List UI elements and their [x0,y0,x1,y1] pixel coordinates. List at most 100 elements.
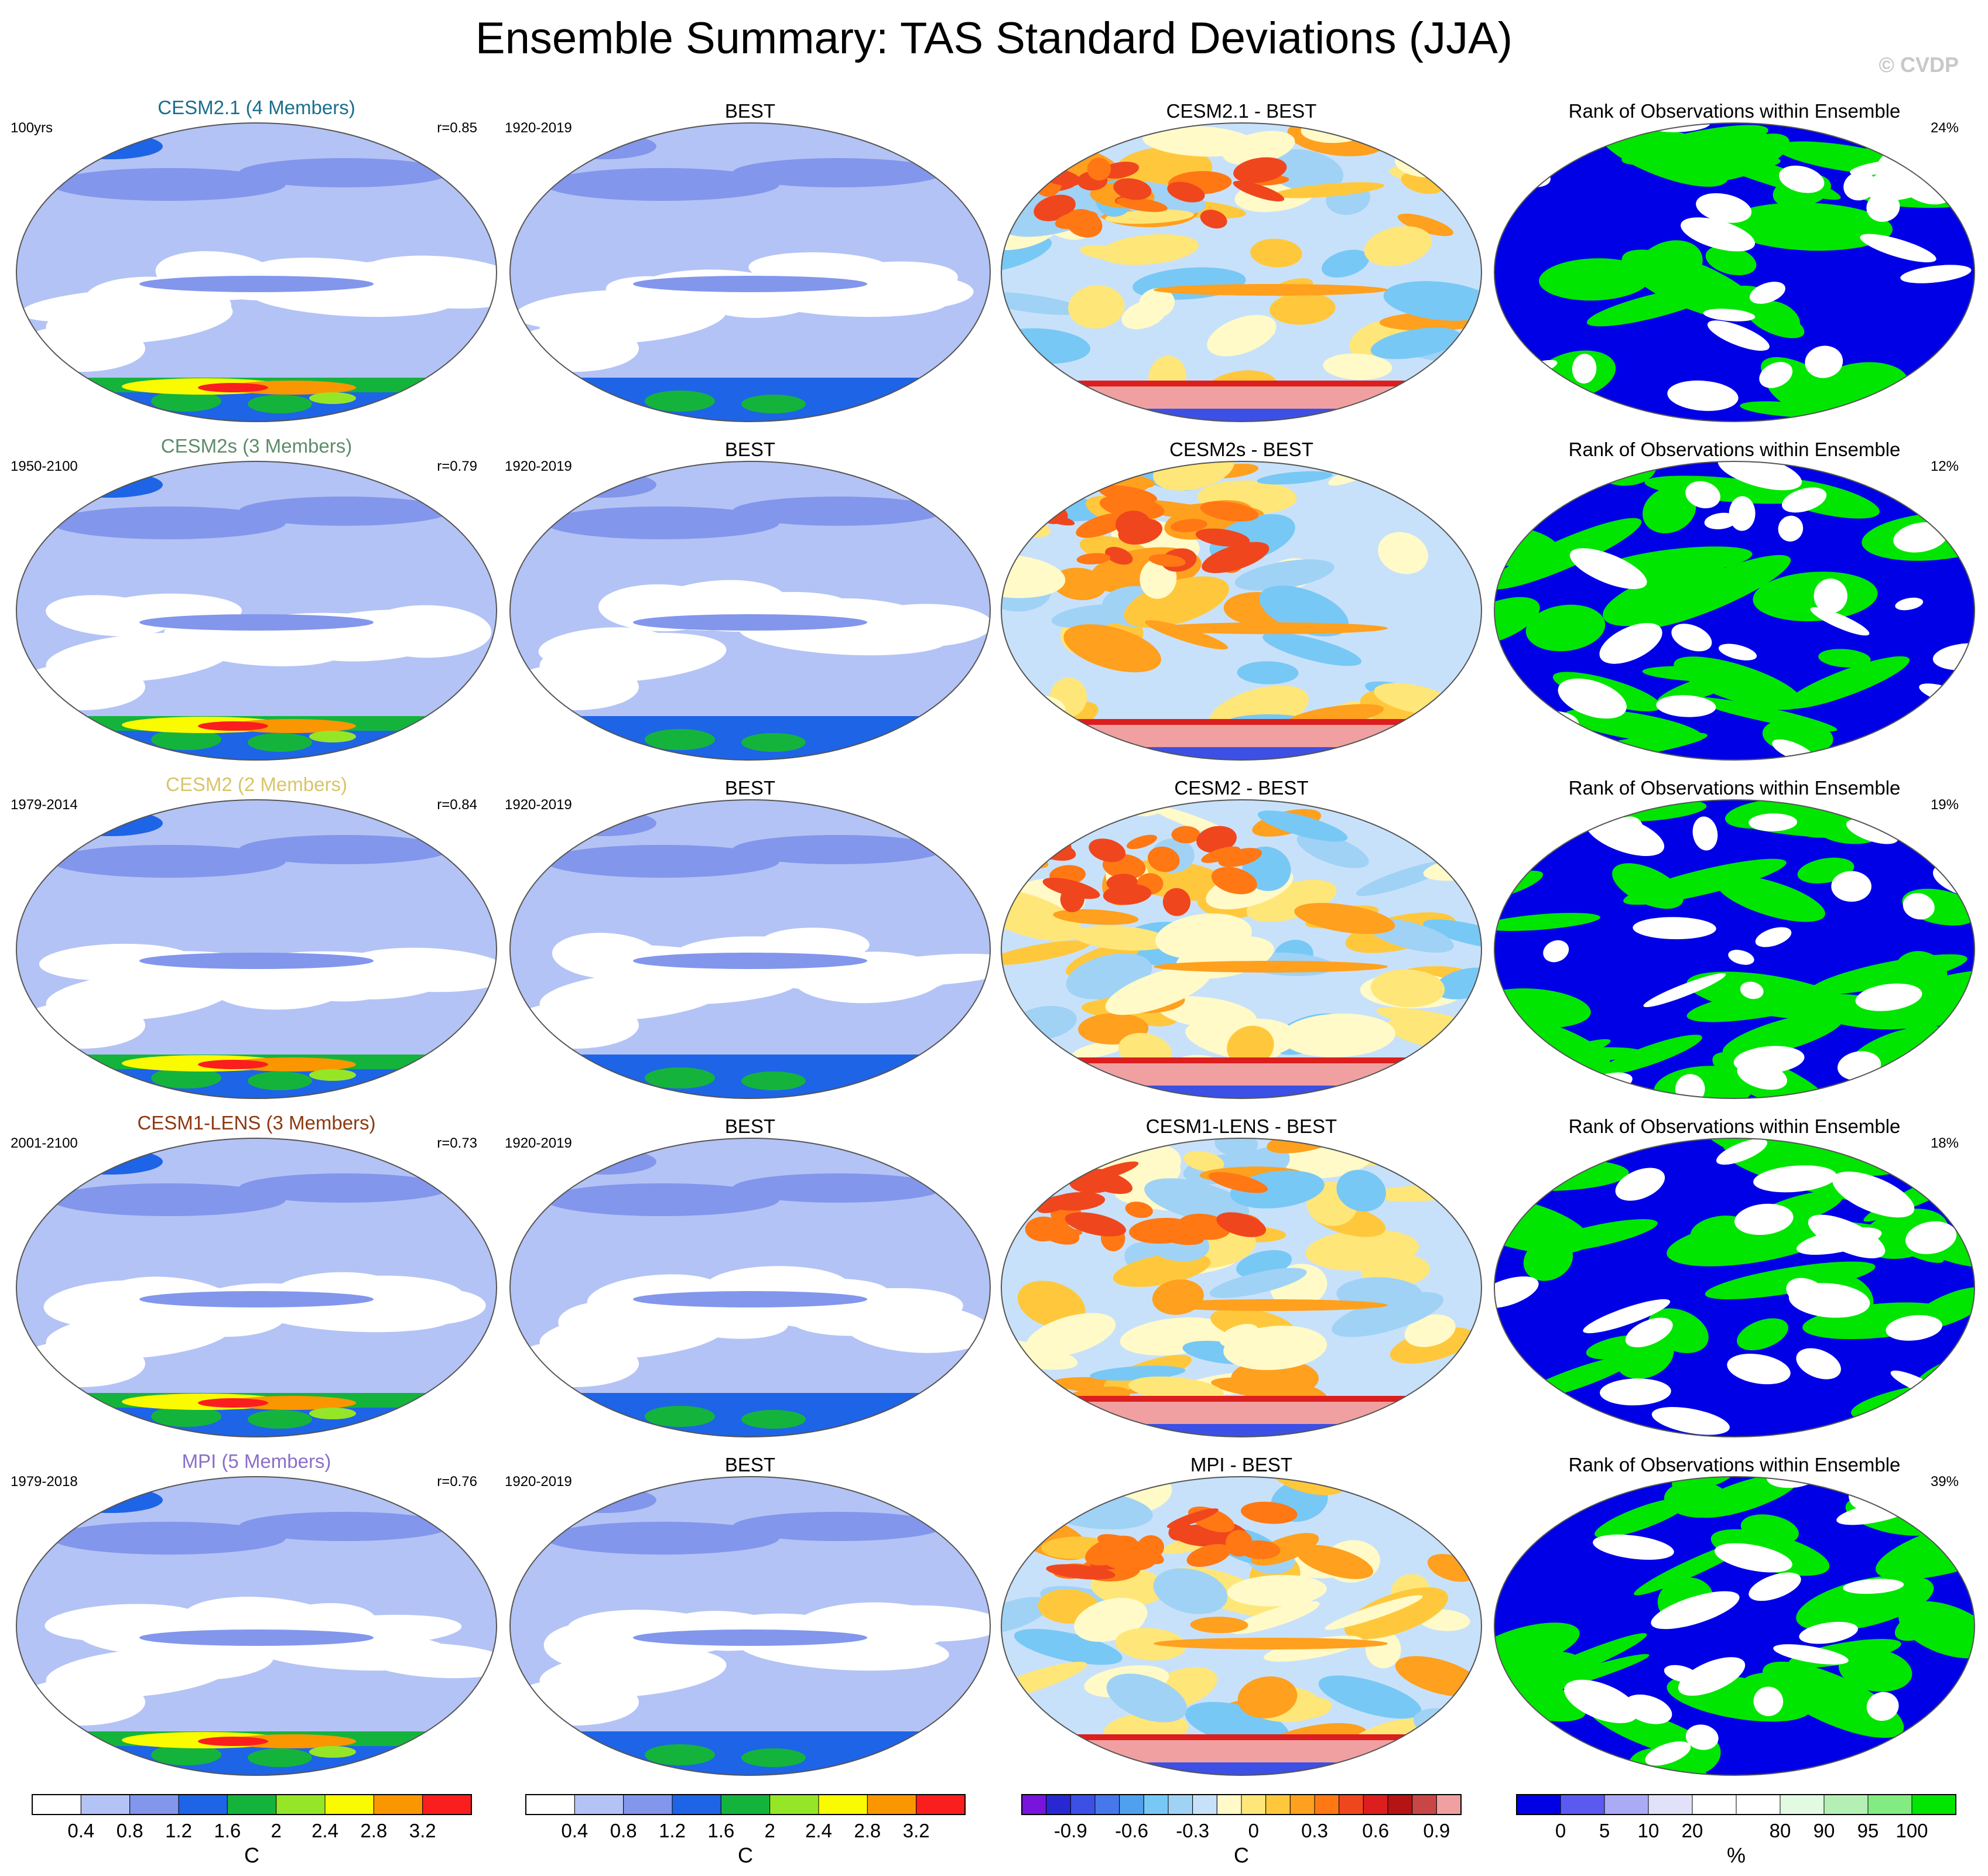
obs-panel-title: BEST [724,439,776,460]
colorbar-tick-label: 20 [1681,1820,1703,1841]
diff-panel-title: CESM2 - BEST [1174,777,1309,799]
colorbar-tick-label: -0.3 [1176,1820,1210,1841]
difference-map [1001,1477,1481,1775]
obs-period-label: 1920-2019 [505,458,572,474]
colorbar-tick-label: 2.4 [805,1820,832,1841]
model-period-label: 1950-2100 [11,458,78,474]
model-std-map [16,461,497,760]
model-period-label: 2001-2100 [11,1135,78,1151]
colorbar-swatch [525,1794,575,1815]
difference-map [1001,800,1481,1098]
rank-panel-title: Rank of Observations within Ensemble [1568,100,1901,122]
obs-period-label: 1920-2019 [505,797,572,813]
colorbar-swatch [80,1794,131,1815]
rank-map [1494,1138,1975,1437]
colorbar-swatch [1436,1794,1462,1815]
obs-panel-title: BEST [724,777,776,799]
diff-panel-title: CESM1-LENS - BEST [1145,1115,1337,1137]
colorbar-swatch [1021,1794,1047,1815]
colorbar-swatch [1780,1794,1825,1815]
colorbar-swatch [32,1794,81,1815]
model-std-map [16,123,497,422]
model-panel-title: MPI (5 Members) [182,1450,331,1472]
colorbar-swatch [1692,1794,1737,1815]
colorbar-unit-label: C [244,1843,259,1867]
colorbar-tick-label: -0.6 [1115,1820,1148,1841]
model-std-map [16,1477,497,1775]
colorbar-tick-label: 80 [1769,1820,1791,1841]
colorbar-unit-label: C [1234,1843,1249,1867]
rank-percent-label: 12% [1930,458,1959,474]
colorbar-swatch [1046,1794,1071,1815]
colorbar-swatch [1911,1794,1956,1815]
rank-percent-label: 18% [1930,1135,1959,1151]
model-std-map [16,1138,497,1437]
colorbar-tick-label: 0.8 [116,1820,143,1841]
colorbar-swatch [1823,1794,1869,1815]
rank-map [1494,461,1975,760]
colorbar-swatch [1070,1794,1096,1815]
pattern-correlation-label: r=0.76 [437,1474,477,1490]
colorbar-swatch [623,1794,673,1815]
colorbar-tick-label: 5 [1599,1820,1610,1841]
colorbar-tick-label: 2.8 [360,1820,388,1841]
colorbar-swatch [1648,1794,1693,1815]
colorbar-tick-label: 1.2 [165,1820,192,1841]
diff-panel-title: CESM2.1 - BEST [1166,100,1317,122]
colorbar-tick-label: 2.4 [312,1820,338,1841]
colorbar-tick-label: 0.9 [1423,1820,1450,1841]
colorbar-tick-label: 1.6 [707,1820,735,1841]
cvdp-watermark: © CVDP [1878,53,1959,77]
colorbar-swatch [1387,1794,1413,1815]
colorbar-tick-label: 0.4 [67,1820,95,1841]
colorbar-swatch [178,1794,228,1815]
colorbar-tick-label: 1.6 [214,1820,241,1841]
colorbar-swatch [1363,1794,1388,1815]
obs-std-map [510,461,990,760]
colorbar-swatch [1192,1794,1217,1815]
colorbar-swatch [818,1794,868,1815]
colorbar-tick-label: 0.4 [561,1820,588,1841]
colorbar-swatch [1265,1794,1291,1815]
rank-panel-title: Rank of Observations within Ensemble [1568,439,1901,460]
colorbar-swatch [1168,1794,1193,1815]
model-period-label: 1979-2014 [11,797,78,813]
colorbar-tick-label: 100 [1895,1820,1928,1841]
obs-panel-title: BEST [724,1115,776,1137]
colorbar-swatch [1516,1794,1561,1815]
colorbar-swatch [373,1794,423,1815]
colorbar-tick-label: 2.8 [854,1820,881,1841]
pattern-correlation-label: r=0.84 [437,797,477,813]
pattern-correlation-label: r=0.73 [437,1135,477,1151]
obs-panel-title: BEST [724,100,776,122]
colorbar-swatch [1216,1794,1242,1815]
colorbar-swatch [1094,1794,1120,1815]
colorbar-swatch [276,1794,326,1815]
rank-panel-title: Rank of Observations within Ensemble [1568,1454,1901,1476]
obs-period-label: 1920-2019 [505,120,572,136]
obs-std-map [510,123,990,422]
rank-map [1494,123,1975,422]
colorbar [525,1794,966,1815]
colorbar-unit-label: % [1726,1843,1746,1867]
colorbar-swatch [867,1794,917,1815]
colorbar-swatch [1560,1794,1605,1815]
model-panel-title: CESM1-LENS (3 Members) [137,1112,376,1134]
rank-panel-title: Rank of Observations within Ensemble [1568,1115,1901,1137]
colorbar-swatch [1736,1794,1781,1815]
model-panel-title: CESM2.1 (4 Members) [158,97,355,118]
diff-panel-title: CESM2s - BEST [1169,439,1313,460]
figure-title: Ensemble Summary: TAS Standard Deviation… [475,13,1513,63]
colorbar-swatch [1241,1794,1267,1815]
colorbar-tick-label: 0.3 [1301,1820,1328,1841]
colorbar-swatch [129,1794,179,1815]
rank-percent-label: 24% [1930,120,1959,136]
model-panel-title: CESM2s (3 Members) [160,435,353,457]
model-panel-title: CESM2 (2 Members) [166,773,347,795]
colorbar-swatch [1867,1794,1912,1815]
colorbar-tick-label: 1.2 [659,1820,686,1841]
colorbar-tick-label: 2 [271,1820,282,1841]
obs-std-map [510,1477,990,1775]
model-period-label: 100yrs [11,120,53,136]
